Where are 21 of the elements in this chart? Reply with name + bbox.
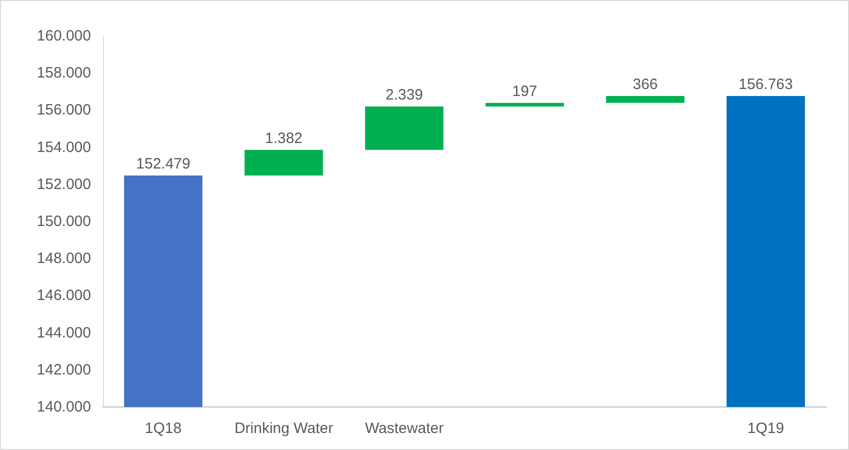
- data-label: 152.479: [136, 156, 190, 173]
- data-label: 156.763: [738, 76, 793, 94]
- data-label: 2.339: [385, 86, 424, 104]
- y-tick-label: 158.000: [36, 64, 91, 82]
- data-label: 366: [632, 76, 658, 94]
- y-tick-label: 156.000: [36, 102, 91, 119]
- y-tick-label: 160.000: [36, 28, 91, 44]
- y-tick-label: 142.000: [36, 361, 91, 378]
- data-label: 1.382: [264, 130, 303, 147]
- x-tick-label: Drinking Water: [234, 420, 334, 437]
- y-tick-label: 148.000: [36, 250, 91, 268]
- y-tick-label: 152.000: [36, 176, 91, 193]
- y-tick-label: 140.000: [36, 398, 91, 416]
- x-tick-label: 1Q19: [747, 420, 784, 437]
- data-label: 197: [512, 82, 538, 100]
- y-tick-label: 150.000: [36, 213, 91, 230]
- y-tick-label: 154.000: [36, 138, 91, 156]
- y-tick-label: 146.000: [36, 287, 91, 304]
- y-tick-label: 144.000: [36, 324, 91, 342]
- x-tick-label: 1Q18: [144, 420, 182, 437]
- x-tick-label: Wastewater: [364, 420, 444, 437]
